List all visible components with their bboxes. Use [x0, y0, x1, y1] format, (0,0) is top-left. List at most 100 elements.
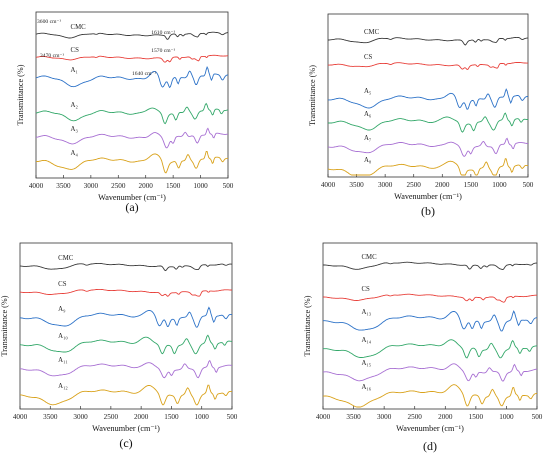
series-label: A₂ — [71, 102, 78, 109]
x-tick-label: 2000 — [438, 413, 453, 421]
annotation-label: 1570 cm⁻¹ — [151, 48, 175, 54]
series-label: A₁₆ — [362, 384, 372, 391]
series-label: A₁₂ — [58, 383, 68, 390]
series-line-2 — [35, 65, 229, 89]
x-tick-label: 1000 — [195, 413, 210, 421]
annotation-label: 1610 cm⁻¹ — [151, 30, 175, 36]
x-tick-label: 3500 — [43, 413, 58, 421]
series-line-2 — [328, 88, 528, 110]
panel-label: (b) — [421, 204, 435, 218]
series-label: A₅ — [364, 88, 371, 95]
series-label: CMC — [362, 254, 378, 261]
series-line-5 — [35, 150, 229, 174]
x-tick-label: 3000 — [377, 413, 392, 421]
series-label: CMC — [71, 24, 87, 31]
series-line-1 — [35, 54, 229, 63]
y-axis-label: Transmittance (%) — [16, 64, 25, 125]
panel-label: (a) — [125, 200, 138, 214]
series-line-1 — [328, 61, 528, 71]
x-tick-label: 1000 — [193, 182, 208, 190]
x-tick-label: 2500 — [407, 181, 422, 189]
x-tick-label: 2500 — [408, 413, 423, 421]
plot-frame — [19, 242, 233, 410]
series-label: A₈ — [364, 157, 372, 164]
x-axis-label: Wavenumber (cm⁻¹) — [98, 193, 166, 202]
y-axis-label: Transmittance (%) — [0, 295, 9, 356]
series-line-4 — [327, 137, 528, 157]
series-line-1 — [323, 293, 537, 303]
series-line-0 — [322, 261, 537, 270]
series-line-5 — [327, 158, 529, 176]
x-tick-label: 3500 — [349, 181, 364, 189]
x-axis-label: Wavenumber (cm⁻¹) — [92, 424, 160, 433]
series-label: CS — [71, 47, 80, 54]
x-tick-label: 500 — [523, 181, 534, 189]
chart-panel-a: 4000 3500 3000 2500 2000 1500 1000 500 Wavenumbe… — [16, 11, 234, 214]
x-tick-label: 2500 — [111, 182, 126, 190]
series-label: CS — [364, 54, 373, 61]
series-line-2 — [19, 306, 233, 328]
series-line-0 — [19, 262, 233, 272]
series-label: A₇ — [364, 135, 372, 142]
series-line-0 — [35, 31, 229, 40]
series-line-3 — [327, 112, 528, 133]
x-axis-label: Wavenumber (cm⁻¹) — [394, 192, 462, 201]
x-tick-label: 3500 — [346, 413, 361, 421]
series-label: A₉ — [58, 306, 66, 313]
plot-frame — [322, 242, 538, 410]
series-line-0 — [328, 36, 529, 46]
series-label: A₁₃ — [362, 309, 372, 316]
panel-label: (d) — [423, 439, 437, 453]
x-tick-label: 1500 — [164, 413, 179, 421]
y-axis-label: Transmittance (%) — [303, 295, 312, 356]
series-label: A₁₁ — [58, 357, 68, 364]
plot-frame — [327, 13, 529, 178]
x-tick-label: 3000 — [73, 413, 88, 421]
x-tick-label: 3500 — [56, 182, 71, 190]
x-tick-label: 4000 — [13, 413, 28, 421]
series-line-4 — [19, 359, 233, 379]
series-label: A₁₅ — [362, 360, 372, 367]
series-label: A₁₄ — [362, 337, 372, 344]
y-axis-label: Transmittance (%) — [308, 65, 317, 126]
x-tick-label: 4000 — [316, 413, 331, 421]
x-axis-label: Wavenumber (cm⁻¹) — [396, 424, 464, 433]
series-line-4 — [322, 363, 538, 382]
x-tick-label: 2000 — [139, 182, 154, 190]
series-label: CS — [362, 286, 371, 293]
x-tick-label: 1000 — [492, 181, 507, 189]
x-tick-label: 1000 — [499, 413, 514, 421]
x-tick-label: 1500 — [166, 182, 181, 190]
series-line-3 — [19, 334, 233, 355]
chart-panel-c: 4000 3500 3000 2500 2000 1500 1000 500 Wavenumbe… — [0, 242, 238, 450]
plot-frame — [35, 11, 229, 179]
series-line-3 — [35, 102, 229, 125]
x-tick-label: 1500 — [464, 181, 479, 189]
x-tick-label: 500 — [223, 182, 234, 190]
series-label: CMC — [58, 255, 74, 262]
chart-panel-b: 4000 3500 3000 2500 2000 1500 1000 500 Wavenumbe… — [308, 13, 534, 218]
x-tick-label: 2000 — [134, 413, 149, 421]
panel-label: (c) — [119, 436, 132, 450]
x-tick-label: 1500 — [469, 413, 484, 421]
x-tick-label: 4000 — [29, 182, 44, 190]
series-label: CMC — [364, 29, 380, 36]
series-line-5 — [322, 384, 538, 408]
chart-panel-d: 4000 3500 3000 2500 2000 1500 1000 500 Wavenumbe… — [303, 242, 543, 453]
series-line-1 — [19, 288, 233, 297]
annotation-label: 1640 cm⁻¹ — [132, 71, 156, 77]
series-line-4 — [35, 127, 229, 149]
x-tick-label: 3000 — [84, 182, 99, 190]
series-label: A₁ — [71, 67, 78, 74]
annotation-label: 3470 cm⁻¹ — [40, 53, 64, 59]
x-tick-label: 500 — [532, 413, 543, 421]
x-tick-label: 3000 — [378, 181, 393, 189]
series-label: A₆ — [364, 111, 372, 118]
series-label: A₃ — [71, 126, 79, 133]
x-tick-label: 4000 — [321, 181, 336, 189]
series-line-5 — [19, 384, 232, 406]
series-label: A₄ — [71, 150, 79, 157]
series-label: A₁₀ — [58, 333, 68, 340]
x-tick-label: 2500 — [104, 413, 119, 421]
